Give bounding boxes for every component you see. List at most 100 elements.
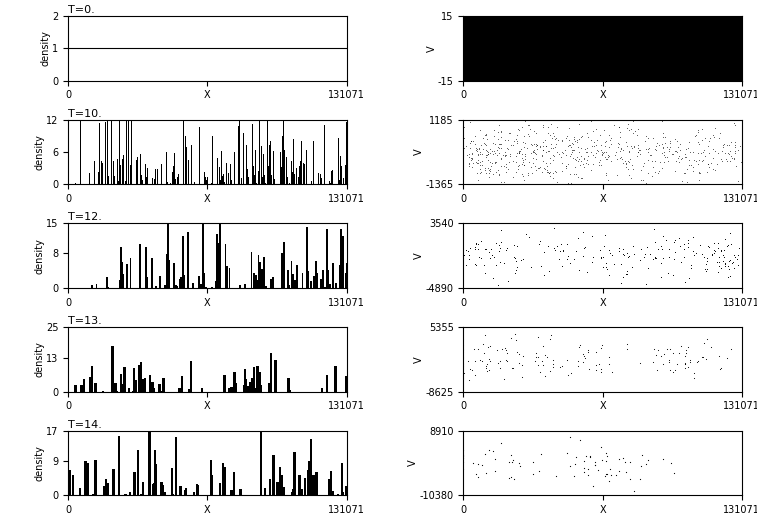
Point xyxy=(709,247,721,255)
Bar xyxy=(170,468,173,495)
Point xyxy=(489,140,501,148)
Bar xyxy=(307,274,310,288)
Point xyxy=(594,155,606,164)
Bar xyxy=(155,169,156,184)
Point xyxy=(720,154,732,163)
Point xyxy=(603,131,615,139)
Point xyxy=(605,139,617,148)
Point xyxy=(681,164,693,173)
Bar xyxy=(257,387,260,392)
Bar xyxy=(111,165,113,184)
Point xyxy=(596,180,608,189)
Point xyxy=(640,144,652,153)
Bar xyxy=(145,182,146,184)
Bar xyxy=(270,141,271,184)
Point xyxy=(519,154,531,163)
Bar xyxy=(286,159,288,184)
Point xyxy=(509,168,522,177)
Point xyxy=(507,364,519,373)
Bar xyxy=(325,182,326,184)
Point xyxy=(539,165,551,173)
Point xyxy=(472,240,484,248)
Point xyxy=(580,452,592,460)
Point xyxy=(573,135,585,143)
Bar xyxy=(321,178,322,184)
Bar xyxy=(67,389,70,392)
Point xyxy=(512,125,524,133)
Bar xyxy=(223,174,224,184)
Point xyxy=(486,159,498,167)
Point xyxy=(484,149,496,157)
Bar xyxy=(259,374,261,392)
Point xyxy=(690,249,702,257)
Bar xyxy=(123,155,124,184)
Bar xyxy=(180,277,182,288)
Point xyxy=(609,151,621,159)
Point xyxy=(600,171,612,180)
Bar xyxy=(74,385,76,392)
Point xyxy=(509,257,522,266)
Point xyxy=(484,167,497,175)
Point xyxy=(653,167,665,175)
Bar xyxy=(300,157,301,184)
Point xyxy=(645,151,657,160)
Point xyxy=(503,158,515,166)
Bar xyxy=(67,178,69,184)
Bar xyxy=(291,161,292,184)
Point xyxy=(527,153,539,162)
Point xyxy=(644,151,656,159)
Point xyxy=(458,123,470,131)
Point xyxy=(578,352,590,360)
Point xyxy=(578,180,590,188)
Point xyxy=(472,253,484,261)
Point xyxy=(457,153,469,162)
Bar xyxy=(301,489,303,495)
Bar xyxy=(140,154,141,184)
Point xyxy=(534,237,547,246)
Point xyxy=(566,146,578,154)
Point xyxy=(597,149,609,158)
Bar xyxy=(275,179,276,184)
Point xyxy=(577,349,589,358)
Point xyxy=(646,172,658,180)
Point xyxy=(623,148,635,156)
Bar xyxy=(151,258,154,288)
Bar xyxy=(253,367,255,392)
Point xyxy=(705,159,717,167)
Point xyxy=(479,140,491,149)
Point xyxy=(537,121,550,129)
Point xyxy=(537,123,549,132)
Point xyxy=(589,153,601,161)
Point xyxy=(504,152,516,160)
Point xyxy=(669,236,681,245)
Point xyxy=(530,141,542,150)
Point xyxy=(649,253,661,262)
Point xyxy=(682,236,694,244)
Point xyxy=(509,253,521,262)
Point xyxy=(539,115,551,124)
Point xyxy=(659,133,671,141)
Point xyxy=(644,249,656,258)
Bar xyxy=(334,366,337,392)
Point xyxy=(616,245,628,253)
Point xyxy=(509,240,521,249)
Point xyxy=(556,149,569,158)
Bar xyxy=(185,147,187,184)
Point xyxy=(513,148,525,157)
Bar xyxy=(173,263,175,288)
Point xyxy=(464,144,476,152)
Point xyxy=(679,150,691,159)
Point xyxy=(519,152,531,160)
Point xyxy=(587,160,600,168)
Bar xyxy=(292,489,294,495)
Bar xyxy=(155,175,156,184)
Point xyxy=(736,128,748,136)
Point xyxy=(549,135,561,143)
Point xyxy=(628,487,640,495)
Point xyxy=(464,243,476,252)
Bar xyxy=(139,259,141,288)
Point xyxy=(474,161,486,169)
Point xyxy=(498,178,510,186)
Bar xyxy=(159,387,161,392)
Point xyxy=(473,144,485,152)
